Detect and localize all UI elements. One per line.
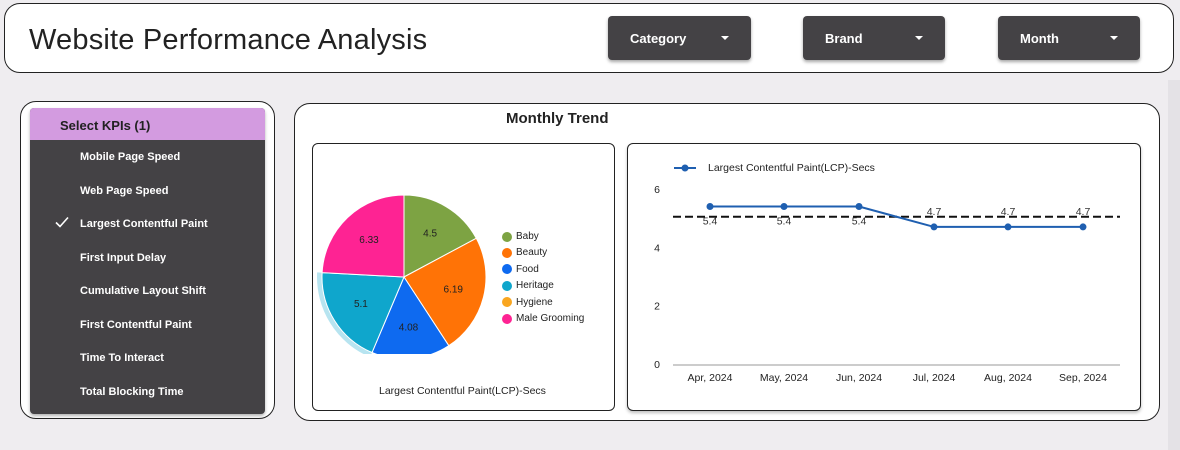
line-legend-marker [681, 164, 689, 172]
data-point[interactable] [930, 223, 938, 231]
pie-data-label: 4.08 [399, 323, 419, 334]
pie-legend-item[interactable]: Hygiene [502, 297, 553, 308]
pie-slice-baby[interactable] [403, 194, 477, 278]
kpi-item-first-contentful-paint[interactable]: First Contentful Paint [30, 308, 265, 342]
x-tick-label: May, 2024 [760, 372, 808, 384]
chevron-down-icon [915, 36, 923, 40]
kpi-item-web-page-speed[interactable]: Web Page Speed [30, 174, 265, 208]
pie-legend-item[interactable]: Heritage [502, 280, 554, 291]
data-label: 4.7 [1076, 206, 1091, 218]
pie-slice-heritage[interactable] [321, 272, 405, 354]
y-tick-label: 2 [654, 301, 660, 313]
pie-legend-label: Beauty [516, 247, 548, 259]
kpi-item-label: Web Page Speed [80, 184, 169, 197]
pie-data-label: 6.19 [444, 285, 464, 296]
kpi-item-label: Largest Contentful Paint [80, 218, 208, 230]
kpi-item-first-input-delay[interactable]: First Input Delay [30, 241, 265, 275]
x-tick-label: Apr, 2024 [688, 372, 733, 384]
brand-filter-label: Brand [825, 31, 863, 46]
legend-swatch-icon [502, 264, 512, 275]
kpi-item-label: Cumulative Layout Shift [80, 285, 206, 297]
monthly-trend-panel: Monthly Trend 4.5 6.19 4.08 5.1 6.33 Baby Bea… [294, 103, 1160, 421]
page-title: Website Performance Analysis [29, 24, 428, 56]
brand-filter-dropdown[interactable]: Brand [803, 16, 945, 60]
legend-swatch-icon [502, 313, 512, 324]
kpi-item-label: Total Blocking Time [80, 385, 184, 398]
pie-legend-label: Hygiene [516, 296, 553, 308]
legend-swatch-icon [502, 247, 512, 258]
x-tick-label: Sep, 2024 [1059, 372, 1107, 384]
legend-swatch-icon [502, 280, 512, 291]
kpi-list-header[interactable]: Select KPIs (1) [30, 108, 265, 140]
pie-slice-male-grooming[interactable] [321, 194, 405, 278]
chevron-down-icon [721, 36, 729, 40]
data-point[interactable] [1079, 223, 1087, 231]
x-tick-label: Aug, 2024 [984, 372, 1032, 384]
data-label: 4.7 [1001, 206, 1016, 218]
x-tick-label: Jun, 2024 [836, 372, 882, 384]
y-tick-label: 4 [654, 242, 660, 254]
trend-title: Monthly Trend [506, 110, 609, 127]
category-filter-dropdown[interactable]: Category [608, 16, 751, 60]
pie-legend-label: Baby [516, 231, 539, 242]
y-tick-label: 0 [654, 359, 660, 371]
category-filter-label: Category [630, 31, 687, 46]
kpi-list: Select KPIs (1) Mobile Page Speed Web Pa… [30, 108, 265, 414]
pie-data-label: 6.33 [359, 235, 379, 246]
legend-swatch-icon [502, 231, 512, 242]
month-filter-label: Month [1020, 31, 1059, 46]
pie-legend-item[interactable]: Male Grooming [502, 313, 584, 324]
header-bar: Website Performance Analysis Category Br… [4, 3, 1174, 73]
scrollbar-track[interactable] [1168, 80, 1180, 450]
data-point[interactable] [855, 203, 863, 210]
pie-chart-card: 4.5 6.19 4.08 5.1 6.33 Baby Beauty Food Heritag… [312, 143, 615, 411]
pie-legend-label: Food [516, 263, 539, 275]
kpi-item-mobile-page-speed[interactable]: Mobile Page Speed [30, 140, 265, 174]
x-tick-label: Jul, 2024 [913, 372, 956, 384]
legend-swatch-icon [502, 297, 512, 308]
kpi-item-largest-contentful-paint[interactable]: Largest Contentful Paint [30, 207, 265, 241]
kpi-item-label: First Contentful Paint [80, 318, 192, 331]
kpi-selector-panel: Select KPIs (1) Mobile Page Speed Web Pa… [20, 101, 275, 419]
kpi-item-label: Mobile Page Speed [80, 151, 181, 163]
data-label: 5.4 [703, 216, 718, 228]
pie-legend-label: Male Grooming [516, 313, 585, 324]
pie-chart[interactable]: 4.5 6.19 4.08 5.1 6.33 [313, 184, 493, 354]
kpi-item-time-to-interact[interactable]: Time To Interact [30, 341, 265, 375]
pie-slice-food[interactable] [371, 275, 450, 354]
checkmark-icon [55, 216, 69, 228]
data-point[interactable] [1004, 223, 1012, 231]
data-label: 5.4 [852, 216, 867, 228]
data-label: 4.7 [927, 206, 942, 218]
line-legend-label[interactable]: Largest Contentful Paint(LCP)-Secs [708, 162, 875, 174]
kpi-item-cumulative-layout-shift[interactable]: Cumulative Layout Shift [30, 274, 265, 308]
pie-data-label: 4.5 [423, 228, 437, 239]
series-line[interactable] [710, 205, 1083, 228]
y-tick-label: 6 [654, 184, 660, 196]
line-chart-card: Largest Contentful Paint(LCP)-Secs 0 2 4 6 Ap… [627, 143, 1141, 411]
pie-slice-beauty[interactable] [403, 237, 487, 347]
kpi-item-total-blocking-time[interactable]: Total Blocking Time [30, 375, 265, 409]
kpi-item-label: Time To Interact [80, 352, 164, 364]
line-chart[interactable]: Largest Contentful Paint(LCP)-Secs 0 2 4 6 Ap… [628, 144, 1140, 410]
chevron-down-icon [1110, 36, 1118, 40]
pie-data-label: 5.1 [354, 299, 368, 310]
data-label: 5.4 [777, 216, 792, 228]
pie-caption: Largest Contentful Paint(LCP)-Secs [379, 385, 546, 397]
pie-legend-item[interactable]: Baby [502, 231, 539, 242]
data-point[interactable] [780, 203, 788, 210]
pie-legend-item[interactable]: Food [502, 264, 539, 275]
data-point[interactable] [706, 203, 714, 210]
kpi-item-label: First Input Delay [80, 251, 167, 264]
month-filter-dropdown[interactable]: Month [998, 16, 1140, 60]
pie-legend-label: Heritage [516, 280, 554, 292]
pie-legend-item[interactable]: Beauty [502, 247, 547, 258]
